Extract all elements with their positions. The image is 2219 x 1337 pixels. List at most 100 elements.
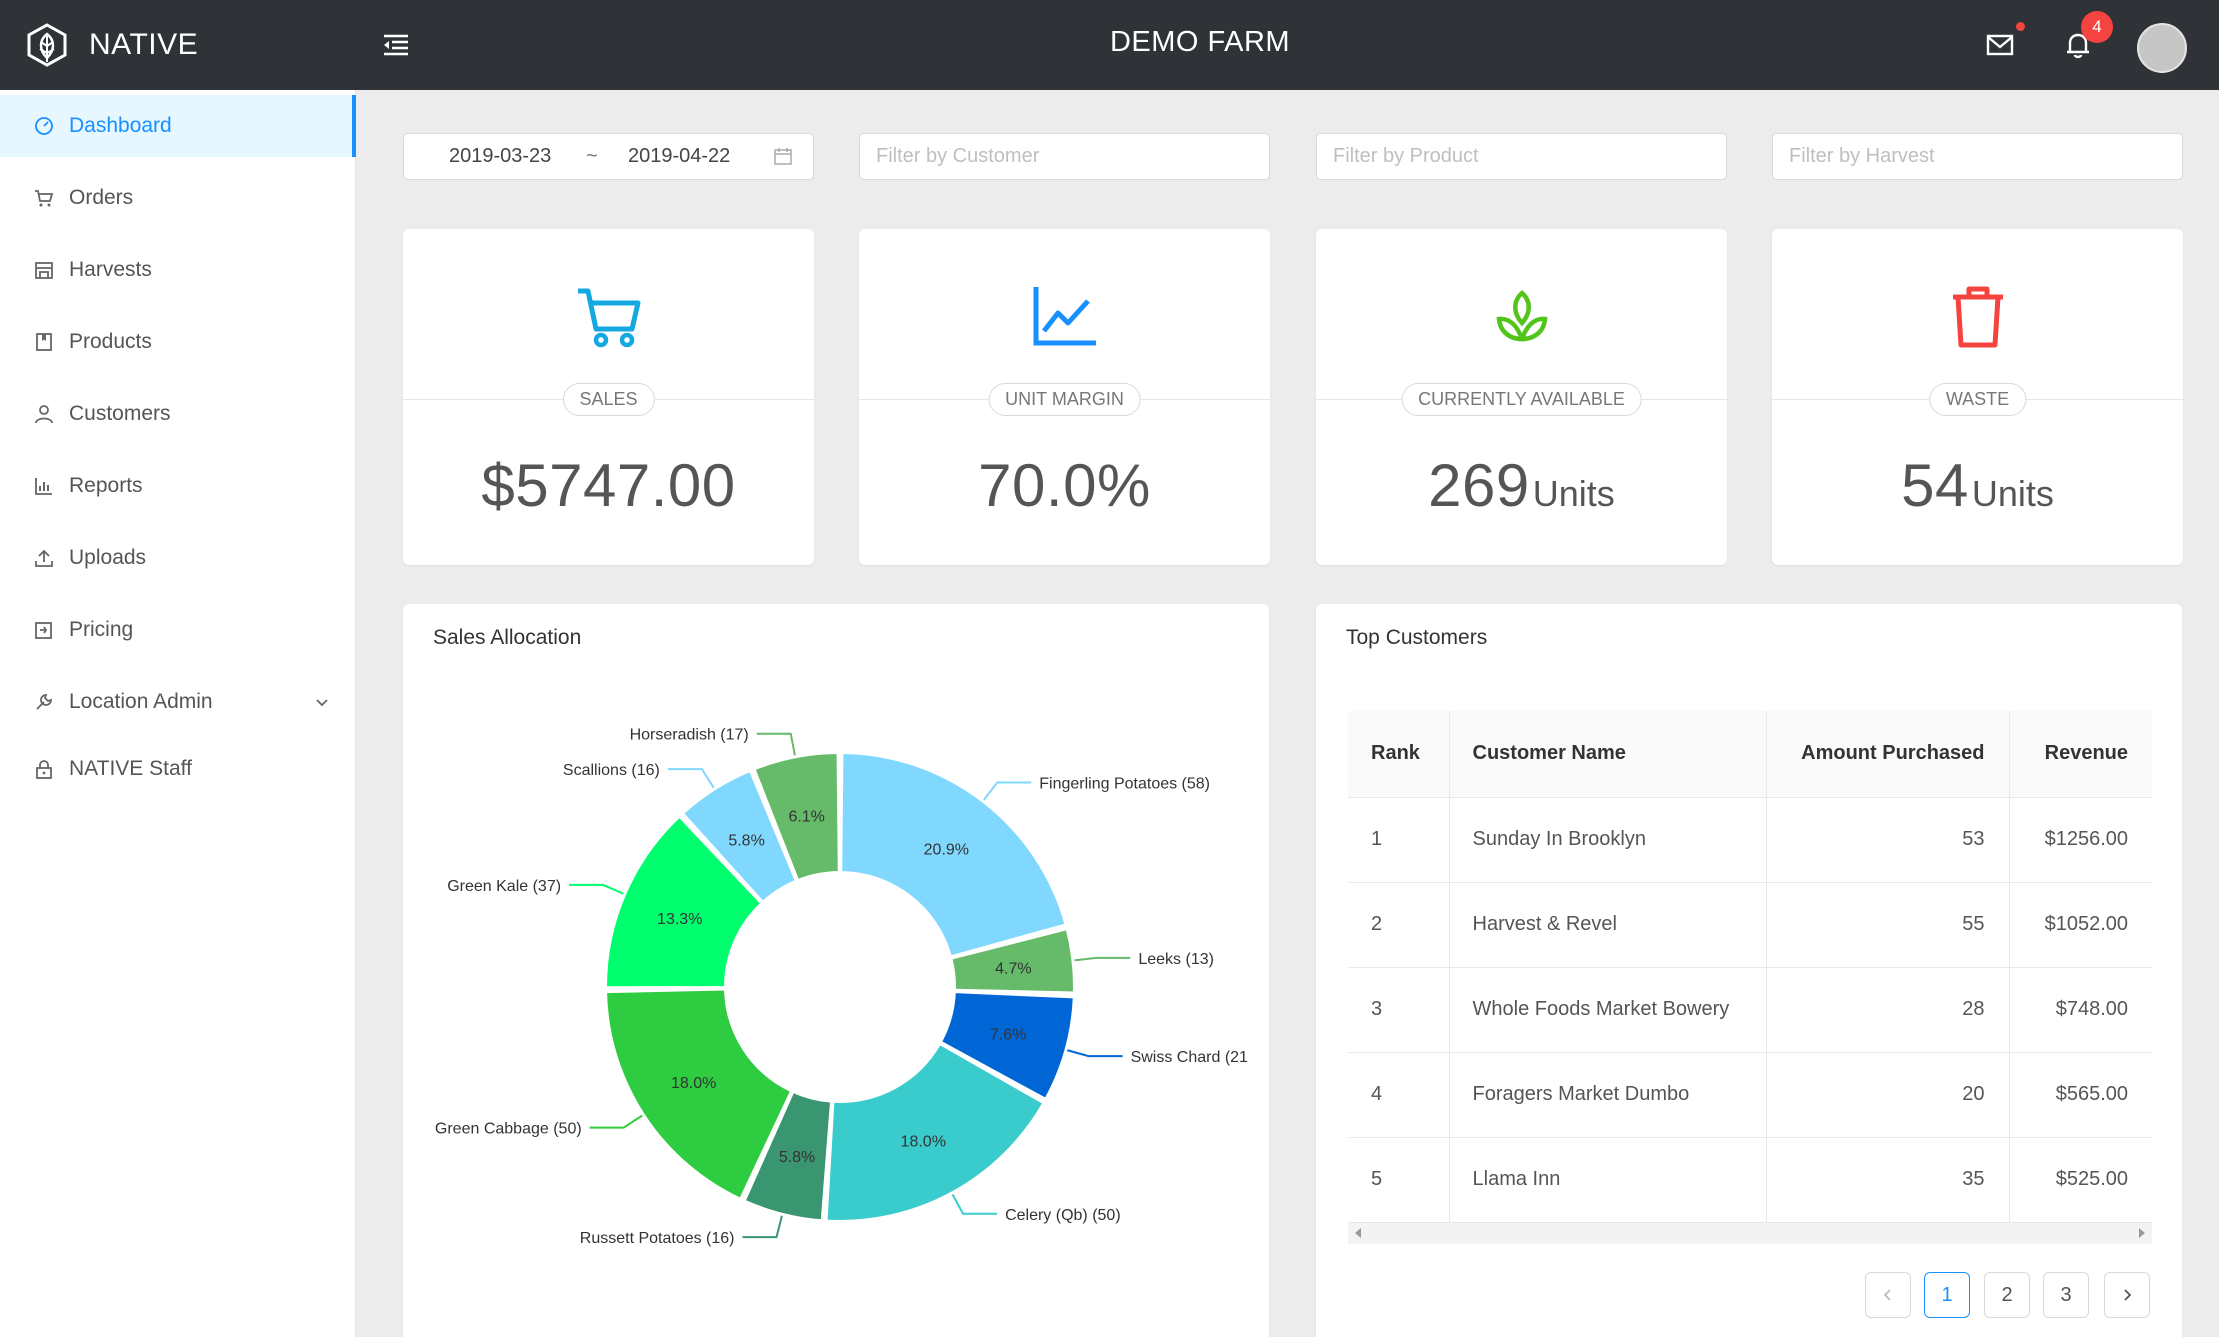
sidebar-item-label: Orders xyxy=(69,186,134,209)
stat-value: 269Units xyxy=(1316,451,1727,520)
harvest-filter-select[interactable]: Filter by Harvest xyxy=(1772,133,2183,180)
donut-slice-russett-potatoes[interactable] xyxy=(743,1090,833,1222)
calendar-icon xyxy=(774,148,792,165)
cell-rank: 4 xyxy=(1348,1052,1450,1138)
sidebar-item-pricing[interactable]: Pricing xyxy=(0,599,356,661)
sidebar-item-harvests[interactable]: Harvests xyxy=(0,239,356,301)
cart-icon xyxy=(577,288,640,348)
sales-allocation-donut-chart: 20.9% Fingerling Potatoes (58) 4.7% Leeks (… xyxy=(435,727,1248,1247)
stat-label: UNIT MARGIN xyxy=(988,383,1141,416)
table-header-row: Rank Customer Name Amount Purchased Reve… xyxy=(1348,711,2152,798)
mail-icon[interactable] xyxy=(1985,32,2015,58)
sidebar-item-label: Customers xyxy=(69,402,171,425)
brand[interactable]: NATIVE xyxy=(24,20,198,70)
sidebar-item-label: Location Admin xyxy=(69,690,213,713)
column-header-amount[interactable]: Amount Purchased xyxy=(1766,711,2010,798)
sidebar-item-label: Pricing xyxy=(69,618,134,641)
slice-category-label: Leeks (13) xyxy=(1138,951,1214,968)
column-header-revenue[interactable]: Revenue xyxy=(2009,711,2152,798)
donut-slice-horseradish[interactable] xyxy=(753,752,840,882)
donut-slice-swiss-chard[interactable] xyxy=(939,991,1075,1101)
sidebar-item-orders[interactable]: Orders xyxy=(0,167,356,229)
date-end[interactable]: 2019-04-22 xyxy=(628,145,731,167)
donut-slice-green-kale[interactable] xyxy=(604,815,763,989)
scroll-right-arrow-icon[interactable] xyxy=(2139,1228,2145,1238)
sidebar-item-dashboard[interactable]: Dashboard xyxy=(0,95,356,157)
table-row[interactable]: 4 Foragers Market Dumbo 20 $565.00 xyxy=(1348,1052,2152,1138)
sidebar-item-label: NATIVE Staff xyxy=(69,757,192,780)
menu-fold-icon[interactable] xyxy=(380,30,412,60)
column-header-customer-name[interactable]: Customer Name xyxy=(1449,711,1767,798)
date-range-picker[interactable]: 2019-03-23 ~ 2019-04-22 xyxy=(403,133,814,180)
waste-card: WASTE 54Units xyxy=(1772,229,2183,565)
cell-revenue: $748.00 xyxy=(2009,967,2152,1053)
product-filter-placeholder: Filter by Product xyxy=(1333,145,1479,167)
table-row[interactable]: 2 Harvest & Revel 55 $1052.00 xyxy=(1348,882,2152,968)
pagination-page-3[interactable]: 3 xyxy=(2043,1272,2089,1318)
cell-rank: 1 xyxy=(1348,797,1450,883)
sidebar-item-native-staff[interactable]: NATIVE Staff xyxy=(0,738,356,800)
sales-card: SALES $5747.00 xyxy=(403,229,814,565)
slice-leader-line xyxy=(589,1114,643,1129)
scroll-left-arrow-icon[interactable] xyxy=(1355,1228,1361,1238)
donut-slice-leeks[interactable] xyxy=(950,928,1075,994)
date-separator: ~ xyxy=(586,145,598,167)
pagination-page-2[interactable]: 2 xyxy=(1984,1272,2030,1318)
panel-title: Top Customers xyxy=(1346,626,1488,649)
slice-category-label: Swiss Chard (21 xyxy=(1131,1049,1248,1066)
chevron-right-icon xyxy=(2124,1289,2132,1301)
customer-filter-placeholder: Filter by Customer xyxy=(876,145,1040,167)
table-horizontal-scrollbar[interactable] xyxy=(1348,1222,2152,1244)
sidebar-item-products[interactable]: Products xyxy=(0,311,356,373)
upload-icon xyxy=(35,549,53,567)
donut-slice-green-cabbage[interactable] xyxy=(605,988,793,1201)
table-row[interactable]: 5 Llama Inn 35 $525.00 xyxy=(1348,1137,2152,1223)
slice-category-label: Celery (Qb) (50) xyxy=(1005,1207,1121,1224)
donut-slice-celery-qb[interactable] xyxy=(825,1042,1045,1222)
slice-percent-label: 20.9% xyxy=(924,842,969,859)
donut-slice-fingerling-potatoes[interactable] xyxy=(840,752,1067,958)
sidebar-item-label: Harvests xyxy=(69,258,152,281)
sidebar-item-customers[interactable]: Customers xyxy=(0,383,356,445)
unit-margin-card: UNIT MARGIN 70.0% xyxy=(859,229,1270,565)
dashboard-icon xyxy=(35,117,53,135)
column-header-rank[interactable]: Rank xyxy=(1348,711,1450,798)
customer-filter-select[interactable]: Filter by Customer xyxy=(859,133,1270,180)
user-icon xyxy=(35,405,53,424)
stat-label: SALES xyxy=(562,383,655,416)
top-customers-table: Rank Customer Name Amount Purchased Reve… xyxy=(1348,711,2152,1223)
storefront-icon xyxy=(35,262,53,279)
sidebar-item-location-admin[interactable]: Location Admin xyxy=(0,671,356,733)
stat-value: 70.0% xyxy=(859,451,1270,520)
pagination-next-button[interactable] xyxy=(2104,1272,2150,1318)
date-start[interactable]: 2019-03-23 xyxy=(449,145,552,167)
pagination-prev-button[interactable] xyxy=(1865,1272,1911,1318)
slice-leader-line xyxy=(1074,956,1131,962)
top-header: NATIVE DEMO FARM 4 xyxy=(0,0,2219,90)
sprout-icon xyxy=(1496,289,1547,342)
bell-icon[interactable] xyxy=(2064,30,2092,60)
brand-name: NATIVE xyxy=(89,28,199,61)
slice-percent-label: 5.8% xyxy=(779,1149,815,1166)
slice-category-label: Horseradish (17) xyxy=(630,727,749,744)
slice-category-label: Green Cabbage (50) xyxy=(435,1121,582,1138)
product-filter-select[interactable]: Filter by Product xyxy=(1316,133,1727,180)
sidebar-item-reports[interactable]: Reports xyxy=(0,455,356,517)
cell-rank: 3 xyxy=(1348,967,1450,1053)
waste-value: 54 xyxy=(1901,452,1969,519)
slice-percent-label: 4.7% xyxy=(995,960,1031,977)
cell-rank: 2 xyxy=(1348,882,1450,968)
sidebar-item-uploads[interactable]: Uploads xyxy=(0,527,356,589)
pagination-page-1[interactable]: 1 xyxy=(1924,1272,1970,1318)
sales-value: $5747.00 xyxy=(481,452,736,519)
waste-unit: Units xyxy=(1971,473,2054,514)
cell-revenue: $565.00 xyxy=(2009,1052,2152,1138)
table-row[interactable]: 3 Whole Foods Market Bowery 28 $748.00 xyxy=(1348,967,2152,1053)
cell-amount: 53 xyxy=(1766,797,2010,883)
user-avatar[interactable] xyxy=(2137,23,2187,73)
sidebar-item-label: Products xyxy=(69,330,152,353)
table-row[interactable]: 1 Sunday In Brooklyn 53 $1256.00 xyxy=(1348,797,2152,883)
donut-slice-scallions[interactable] xyxy=(681,769,798,904)
mail-unread-dot xyxy=(2016,22,2025,31)
slice-category-label: Scallions (16) xyxy=(563,762,660,779)
